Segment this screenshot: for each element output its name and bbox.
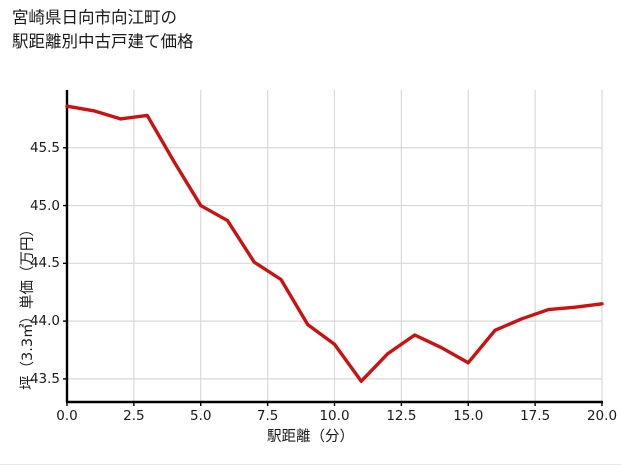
- y-axis-label: 坪（3.3㎡）単価（万円）: [20, 221, 36, 390]
- x-tick-label: 17.5: [520, 408, 551, 424]
- y-tick-label: 44.0: [29, 313, 60, 330]
- x-tick-label: 5.0: [190, 408, 212, 424]
- x-tick-label: 2.5: [123, 408, 145, 424]
- x-tick-label: 10.0: [319, 408, 350, 424]
- y-tick-label: 45.5: [29, 139, 60, 156]
- data-line-series: [65, 104, 604, 383]
- y-tick-label: 45.0: [29, 197, 60, 214]
- x-tick-label: 15.0: [453, 408, 484, 424]
- y-tick-label: 43.5: [29, 370, 60, 387]
- x-tick-label: 7.5: [256, 408, 279, 424]
- y-tick-label: 44.5: [29, 255, 60, 272]
- x-tick-label: 20.0: [586, 408, 618, 424]
- x-tick-label: 0.0: [56, 408, 78, 424]
- x-tick-label: 12.5: [386, 408, 417, 424]
- chart-title: 宮崎県日向市向江町の 駅距離別中古戸建て価格: [12, 8, 194, 51]
- x-axis-label: 駅距離（分）: [267, 429, 354, 445]
- tick-marks: [63, 147, 603, 406]
- gridlines: [66, 90, 603, 402]
